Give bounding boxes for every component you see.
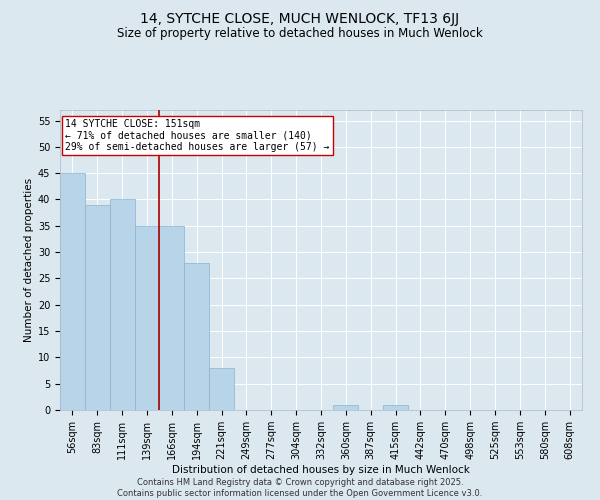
Y-axis label: Number of detached properties: Number of detached properties (23, 178, 34, 342)
Bar (184, 262, 209, 410)
Bar (209, 368, 234, 410)
Text: 14, SYTCHE CLOSE, MUCH WENLOCK, TF13 6JJ: 14, SYTCHE CLOSE, MUCH WENLOCK, TF13 6JJ (140, 12, 460, 26)
Bar (110, 200, 134, 410)
Text: 14 SYTCHE CLOSE: 151sqm
← 71% of detached houses are smaller (140)
29% of semi-d: 14 SYTCHE CLOSE: 151sqm ← 71% of detache… (65, 119, 329, 152)
Bar (334, 404, 358, 410)
Bar (134, 226, 160, 410)
Bar (383, 404, 408, 410)
Bar (85, 204, 110, 410)
X-axis label: Distribution of detached houses by size in Much Wenlock: Distribution of detached houses by size … (172, 465, 470, 475)
Bar (60, 173, 85, 410)
Text: Contains HM Land Registry data © Crown copyright and database right 2025.
Contai: Contains HM Land Registry data © Crown c… (118, 478, 482, 498)
Text: Size of property relative to detached houses in Much Wenlock: Size of property relative to detached ho… (117, 28, 483, 40)
Bar (160, 226, 184, 410)
